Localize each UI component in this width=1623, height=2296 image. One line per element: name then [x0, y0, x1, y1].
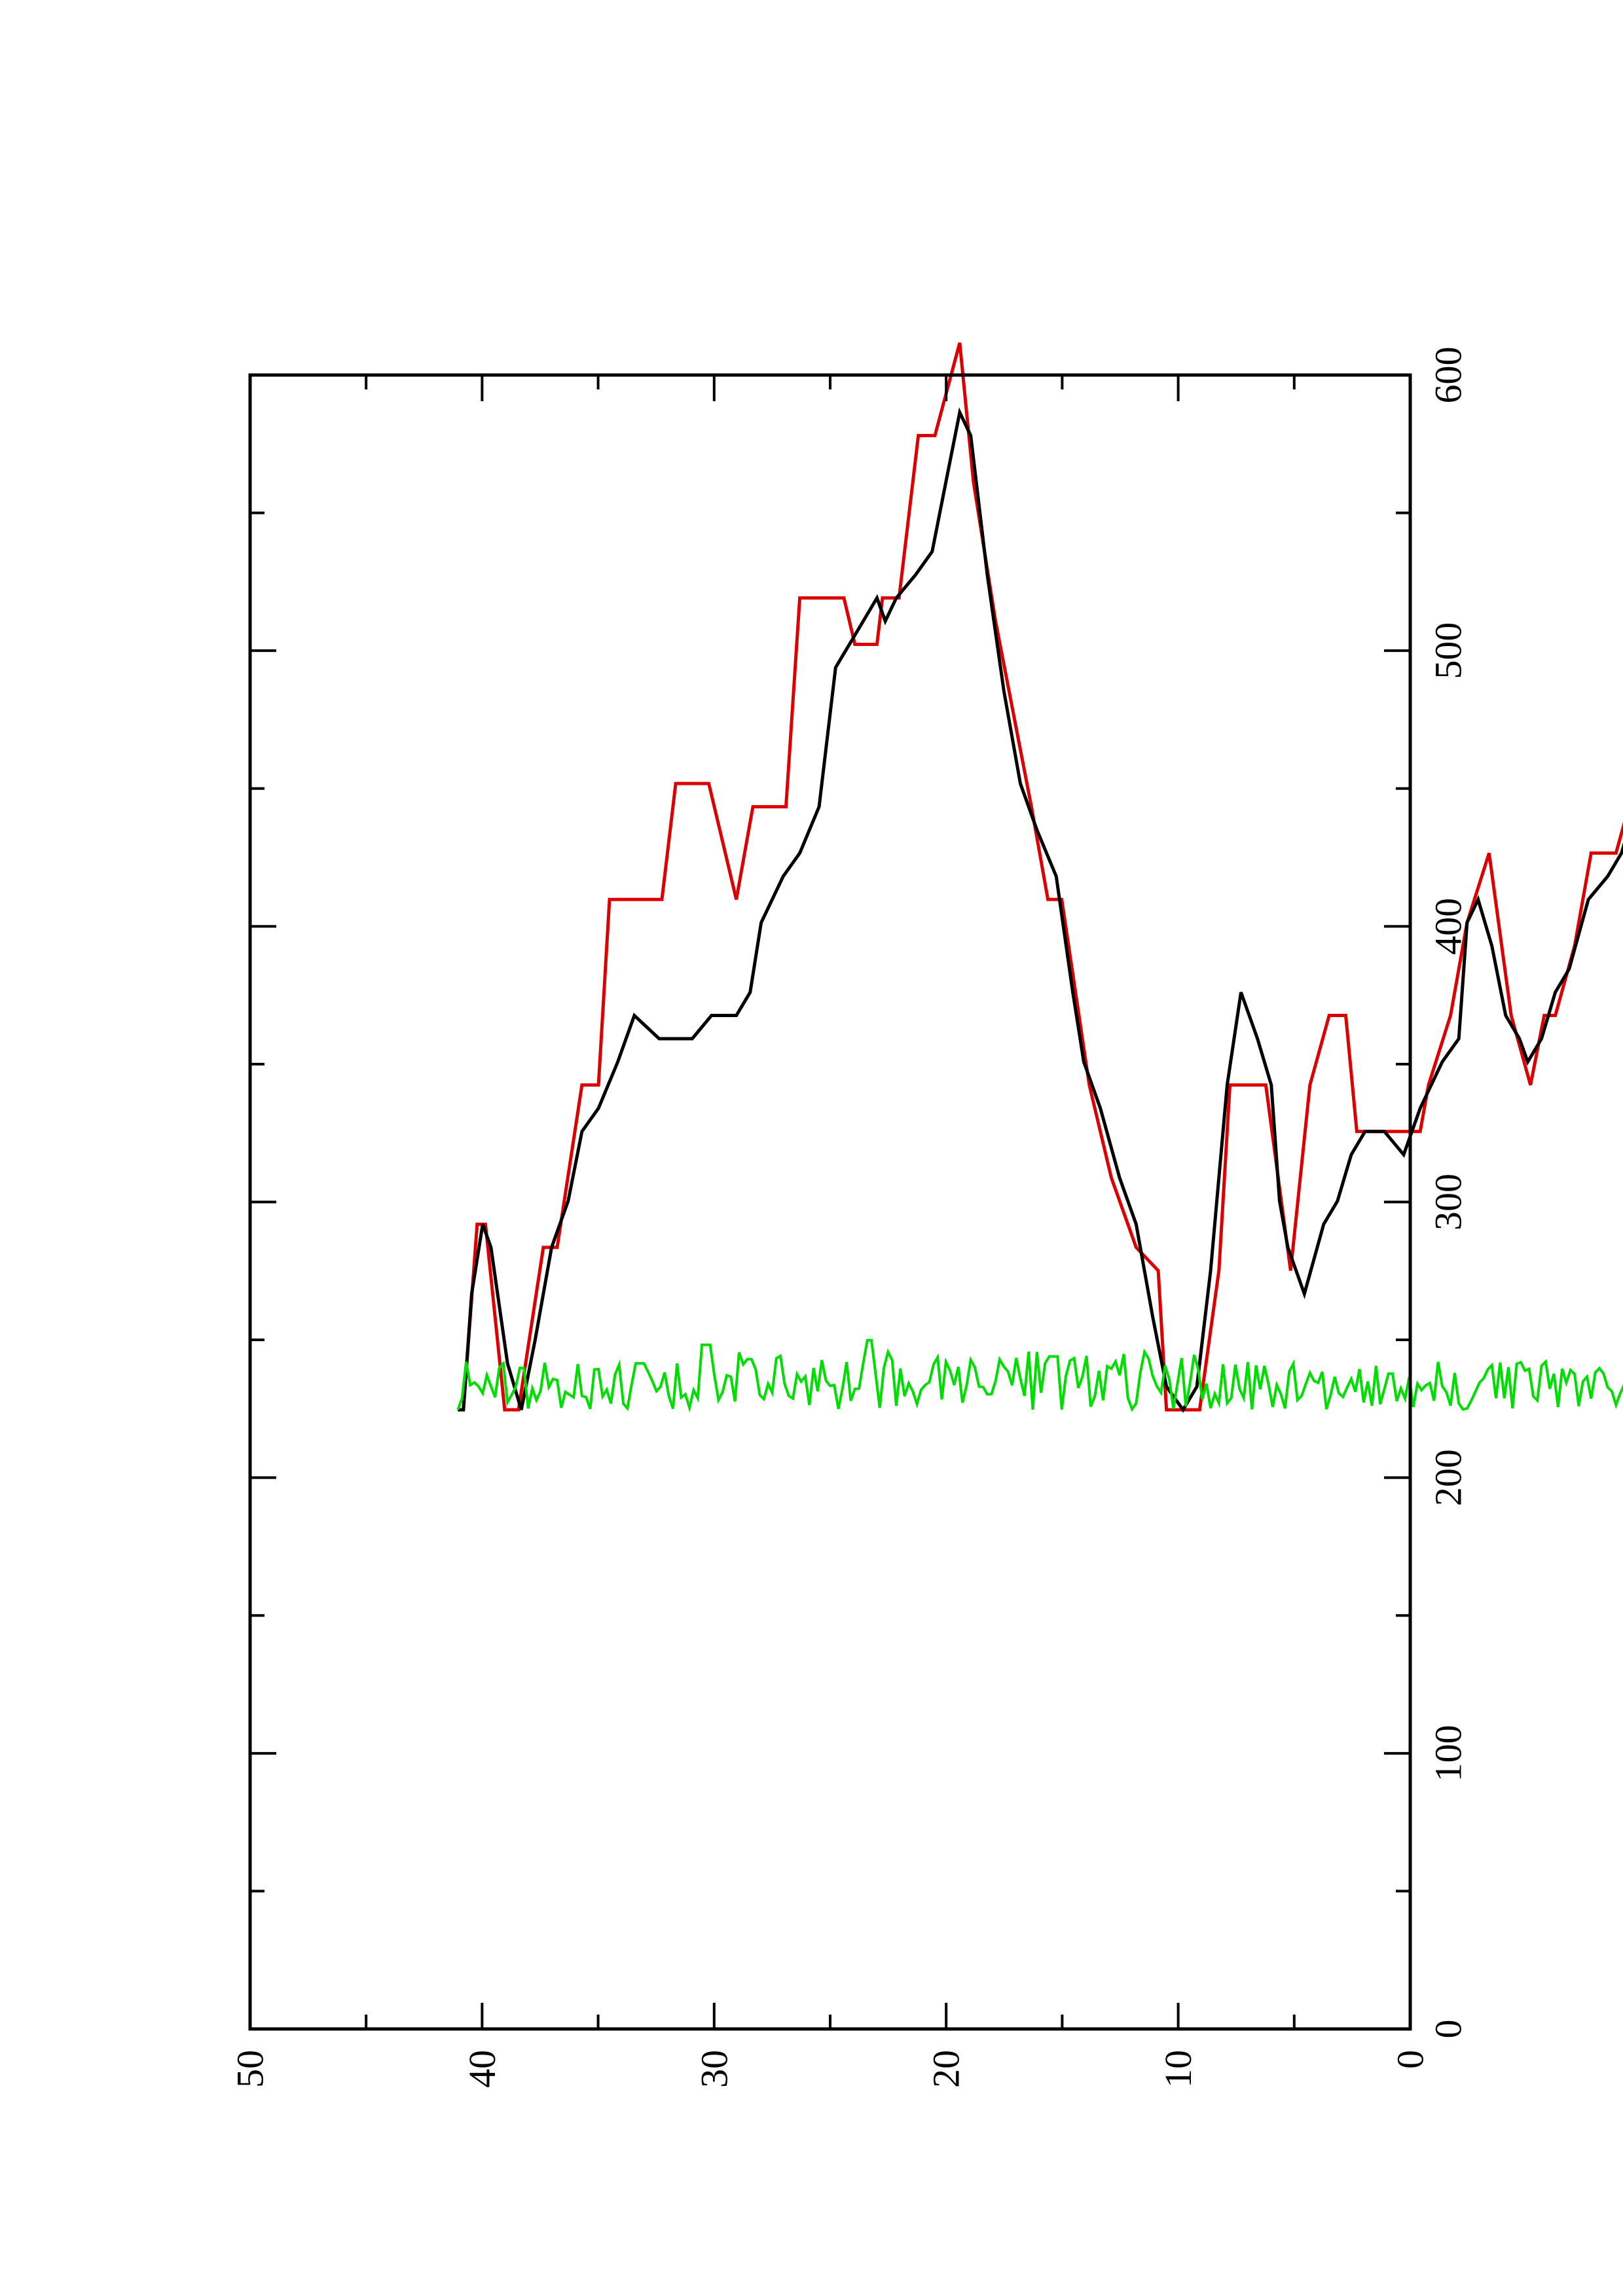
- plot-frame: [248, 373, 1412, 2031]
- series-line-2: [458, 407, 1623, 1413]
- y-tick-label: 50: [229, 2050, 272, 2088]
- y-tick-label: 30: [693, 2050, 735, 2088]
- x-tick-label: 100: [1427, 1725, 1470, 1782]
- y-tick-label: 10: [1157, 2050, 1199, 2088]
- x-tick-label: 200: [1427, 1449, 1470, 1506]
- series-line-1: [458, 342, 1623, 1412]
- y-tick-label: 40: [461, 2050, 503, 2088]
- x-tick-label: 300: [1427, 1174, 1470, 1230]
- tick-labels: 0 100 200 300 400 500 600 0 10 20 30 40 50: [229, 347, 1470, 2089]
- x-tick-label: 600: [1427, 347, 1470, 404]
- y-tick-label: 0: [1389, 2050, 1432, 2069]
- plot-area: [456, 342, 1623, 1413]
- y-tick-label: 20: [925, 2050, 968, 2088]
- x-tick-label: 400: [1427, 898, 1470, 955]
- x-tick-label: 0: [1427, 2020, 1470, 2039]
- tick-marks: [249, 374, 1412, 2030]
- series-line-3: [456, 1338, 1623, 1413]
- x-tick-label: 500: [1427, 622, 1470, 679]
